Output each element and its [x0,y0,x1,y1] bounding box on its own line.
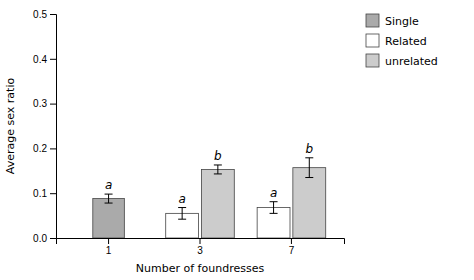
legend-item: Single [366,14,419,28]
x-tick-mark [108,238,109,244]
sig-letter: a [105,178,112,192]
error-bar-cap [270,201,278,202]
x-tick-mark [291,238,292,244]
x-tick: 1 [106,238,112,256]
y-tick-mark [50,238,56,239]
legend-label: Single [385,15,419,28]
x-tick-label: 3 [197,245,203,256]
sig-letter: b [214,149,222,163]
bars [93,158,326,238]
y-tick-mark [50,104,56,105]
x-axis-line [57,239,345,245]
y-tick-label: 0.0 [33,233,47,244]
y-tick: 0.4 [33,54,56,65]
error-bar [270,202,278,214]
legend-swatch [366,54,379,67]
error-bar-stem [309,158,310,178]
sig-letter: a [270,186,277,200]
chart: 0.0 0.1 0.2 0.3 0.4 0.5 1 3 7 a a a b b Number of foun… [0,0,474,280]
bar [293,168,326,238]
bar [93,199,125,238]
y-axis: 0.0 0.1 0.2 0.3 0.4 0.5 [33,9,56,244]
x-tick-label: 7 [289,245,295,256]
y-tick-mark [50,148,56,149]
x-axis-title: Number of foundresses [136,262,265,275]
y-tick: 0.1 [33,188,56,199]
error-bar-stem [217,165,218,174]
y-tick-mark [50,14,56,15]
legend-item: unrelated [366,54,438,68]
plot: 0.0 0.1 0.2 0.3 0.4 0.5 1 3 7 a a a b b Number of foun… [4,9,438,275]
error-bar [214,165,222,174]
x-tick-label: 1 [106,245,112,256]
sig-letter: a [178,192,185,206]
y-tick: 0.0 [33,233,56,244]
error-bar-cap [305,157,313,158]
error-bar-stem [182,208,183,220]
sig-letter: b [305,142,313,156]
error-bar-cap [270,213,278,214]
y-tick: 0.5 [33,9,56,20]
y-tick-label: 0.1 [33,188,47,199]
error-bar [178,208,186,220]
x-axis: 1 3 7 [57,238,345,256]
y-tick-mark [50,193,56,194]
sig-letters: a a a b b [105,142,314,206]
y-tick: 0.3 [33,98,56,109]
y-tick-label: 0.5 [33,9,47,20]
legend-item: Related [366,34,427,48]
x-tick: 7 [289,238,295,256]
error-bar-cap [214,173,222,174]
y-tick-mark [50,59,56,60]
x-tick: 3 [197,238,203,256]
legend-swatch [366,34,379,47]
legend-swatch [366,14,379,27]
legend-label: unrelated [385,55,438,68]
y-tick-label: 0.4 [33,54,47,65]
legend: Single Related unrelated [366,14,438,68]
y-axis-line [50,15,57,239]
y-tick-label: 0.3 [33,98,47,109]
error-bar [105,194,113,203]
error-bar-cap [214,164,222,165]
error-bar-stem [108,194,109,203]
y-axis-title: Average sex ratio [4,78,17,175]
error-bar-cap [105,194,113,195]
error-bar [305,158,313,178]
error-bar-stem [273,202,274,214]
legend-label: Related [385,35,427,48]
error-bar-cap [305,177,313,178]
x-tick-mark [200,238,201,244]
error-bar-cap [178,207,186,208]
error-bar-cap [105,203,113,204]
y-tick-label: 0.2 [33,143,47,154]
y-tick: 0.2 [33,143,56,154]
error-bar-cap [178,219,186,220]
bar [201,169,234,238]
